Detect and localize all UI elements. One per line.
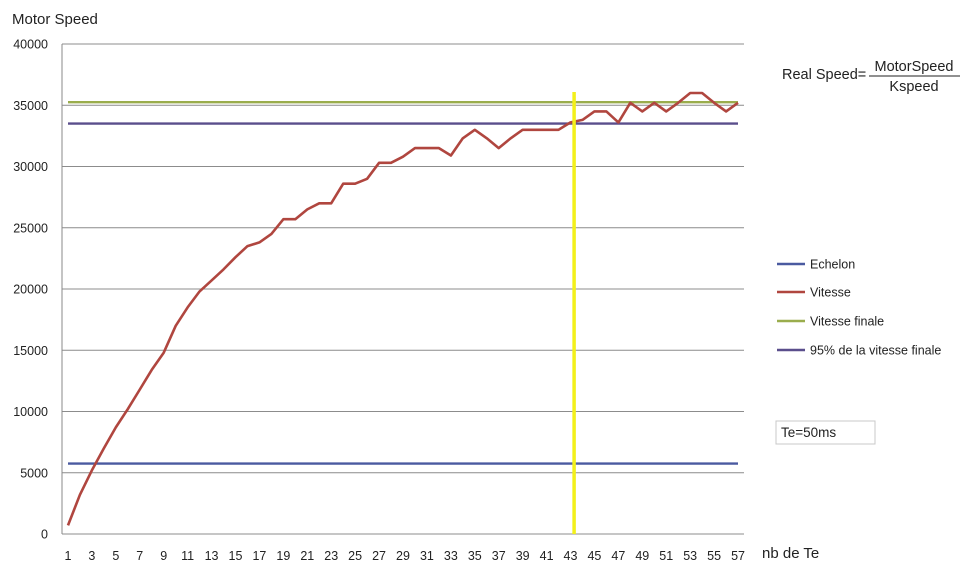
formula-left: Real Speed= [782, 67, 866, 83]
x-tick-label: 5 [112, 549, 119, 563]
x-tick-label: 19 [276, 549, 290, 563]
x-tick-label: 9 [160, 549, 167, 563]
formula-denominator: Kspeed [889, 79, 938, 95]
y-tick-label: 10000 [13, 405, 48, 419]
x-tick-label: 53 [683, 549, 697, 563]
x-tick-label: 45 [587, 549, 601, 563]
x-tick-label: 25 [348, 549, 362, 563]
legend-label: Echelon [810, 258, 855, 272]
x-tick-label: 11 [181, 549, 194, 563]
x-tick-label: 57 [731, 549, 745, 563]
x-tick-label: 1 [65, 549, 72, 563]
x-tick-label: 7 [136, 549, 143, 563]
y-tick-label: 20000 [13, 283, 48, 297]
x-tick-label: 17 [252, 549, 266, 563]
x-tick-label: 41 [540, 549, 554, 563]
x-tick-label: 21 [300, 549, 314, 563]
legend-label: Vitesse [810, 286, 851, 300]
y-tick-label: 0 [41, 528, 48, 542]
x-tick-label: 31 [420, 549, 434, 563]
x-tick-label: 37 [492, 549, 506, 563]
x-tick-label: 15 [229, 549, 243, 563]
x-tick-label: 39 [516, 549, 530, 563]
y-tick-label: 30000 [13, 160, 48, 174]
x-tick-label: 27 [372, 549, 386, 563]
x-tick-label: 51 [659, 549, 673, 563]
x-tick-label: 3 [88, 549, 95, 563]
series-lines [66, 91, 739, 526]
y-tick-label: 25000 [13, 221, 48, 235]
x-tick-label: 29 [396, 549, 410, 563]
formula-numerator: MotorSpeed [875, 59, 954, 75]
x-tick-label: 13 [205, 549, 219, 563]
x-tick-label: 35 [468, 549, 482, 563]
x-axis-ticks: 1 3 5 7 9 11 13 15 17 19 21 23 25 27 29 31 33 35 37 39 41 43 4… [65, 549, 746, 563]
y-tick-label: 15000 [13, 344, 48, 358]
y-tick-label: 35000 [13, 99, 48, 113]
x-axis-label: nb de Te [762, 545, 819, 562]
x-tick-label: 33 [444, 549, 458, 563]
y-tick-label: 5000 [20, 466, 48, 480]
y-axis-label: Motor Speed [12, 11, 98, 28]
series-line-1 [66, 91, 739, 526]
te-box-frame [775, 420, 876, 445]
legend-label: Vitesse finale [810, 315, 884, 329]
legend: Echelon Vitesse Vitesse finale 95% de la vi… [777, 258, 941, 358]
grid-lines [62, 43, 744, 535]
x-tick-label: 55 [707, 549, 721, 563]
x-tick-label: 43 [564, 549, 578, 563]
x-tick-label: 49 [635, 549, 649, 563]
formula-annotation: Real Speed= MotorSpeed Kspeed [782, 59, 960, 95]
x-tick-label: 47 [611, 549, 625, 563]
y-axis-ticks: 0 5000 10000 15000 20000 25000 30000 35000 40000 [13, 38, 48, 542]
legend-label: 95% de la vitesse finale [810, 344, 941, 358]
te-box-label: Te=50ms [781, 425, 836, 440]
x-tick-label: 23 [324, 549, 338, 563]
y-tick-label: 40000 [13, 38, 48, 52]
te-box: Te=50ms [775, 420, 876, 445]
